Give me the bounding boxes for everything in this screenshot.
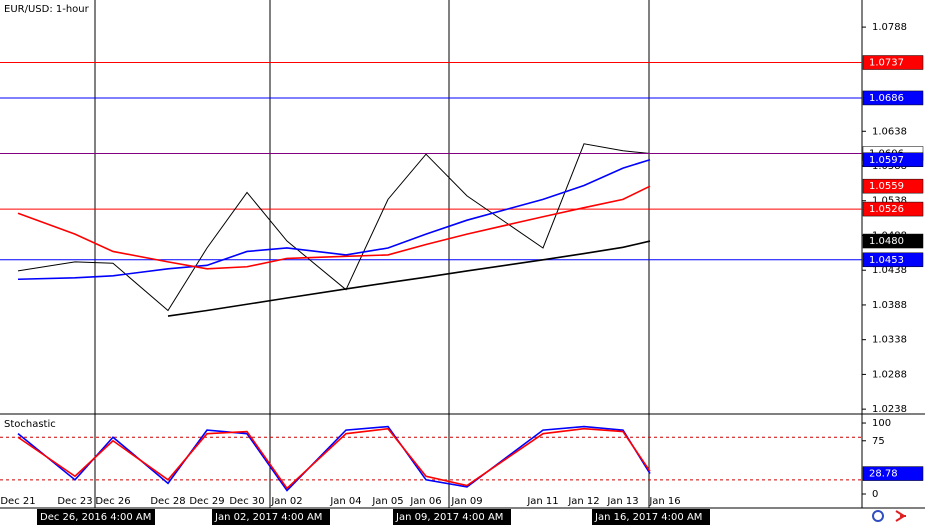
x-tick-label: Jan 13 (606, 496, 638, 507)
toolbar-icons[interactable] (872, 510, 906, 522)
time-label-box (393, 509, 511, 525)
time-label: Jan 16, 2017 4:00 AM (594, 512, 702, 523)
last-value-tag-box (862, 178, 924, 194)
series-line (17, 425, 651, 492)
last-value-tag: 1.0597 (869, 155, 904, 166)
last-value-tag-box (862, 152, 924, 168)
time-label: Jan 02, 2017 4:00 AM (214, 512, 322, 523)
x-tick-label: Dec 23 (57, 496, 92, 507)
series-line (17, 185, 651, 270)
y-tick-label: 0 (872, 489, 878, 500)
y-tick-label: 1.0788 (872, 22, 907, 33)
series-line (17, 159, 651, 281)
time-label-box (212, 509, 330, 525)
x-tick-label: Dec 30 (229, 496, 264, 507)
last-value-tag: 1.0559 (869, 181, 904, 192)
panel-title: Stochastic (4, 419, 56, 430)
y-tick-label: 1.0638 (872, 126, 907, 137)
y-tick-label: 1.0338 (872, 335, 907, 346)
y-tick-label: 1.0438 (872, 265, 907, 276)
x-tick-label: Jan 12 (567, 496, 599, 507)
x-tick-label: Dec 29 (189, 496, 224, 507)
level-tag-box (862, 201, 924, 217)
level-tag: 1.0686 (869, 93, 904, 104)
x-tick-label: Dec 26 (95, 496, 130, 507)
y-tick-label: 1.0538 (872, 196, 907, 207)
level-tag-box (862, 55, 924, 70)
chart-title: EUR/USD: 1-hour (4, 4, 90, 15)
y-tick-label: 100 (872, 418, 891, 429)
x-tick-label: Jan 02 (270, 496, 302, 507)
last-value-tag-box (862, 466, 924, 481)
series-line (17, 427, 651, 490)
last-value-tag-box (862, 233, 924, 249)
level-tag: 1.0737 (869, 58, 904, 69)
x-tick-label: Dec 28 (150, 496, 185, 507)
time-label: Dec 26, 2016 4:00 AM (40, 512, 151, 523)
y-tick-label: 1.0238 (872, 404, 907, 415)
y-tick-label: 75 (872, 436, 885, 447)
time-label: Jan 09, 2017 4:00 AM (395, 512, 503, 523)
series-line (167, 240, 651, 317)
x-tick-label: Jan 05 (371, 496, 403, 507)
x-tick-label: Jan 04 (329, 496, 361, 507)
last-value-tag: 28.78 (869, 469, 898, 480)
time-label-box (37, 509, 155, 525)
level-tag-box (862, 252, 924, 268)
time-label-box (592, 509, 710, 525)
x-tick-label: Jan 16 (648, 496, 680, 507)
arrow-icon[interactable] (895, 510, 906, 522)
level-tag-box (862, 90, 924, 106)
link-icon[interactable] (872, 510, 884, 522)
level-tag: 1.0526 (869, 204, 904, 215)
y-tick-label: 1.0288 (872, 369, 907, 380)
level-tag: 1.0453 (869, 255, 904, 266)
x-tick-label: Dec 21 (0, 496, 35, 507)
x-tick-label: Jan 11 (526, 496, 558, 507)
x-tick-label: Jan 06 (409, 496, 441, 507)
x-tick-label: Jan 09 (450, 496, 482, 507)
last-value-tag: 1.0480 (869, 236, 904, 247)
y-tick-label: 1.0388 (872, 300, 907, 311)
